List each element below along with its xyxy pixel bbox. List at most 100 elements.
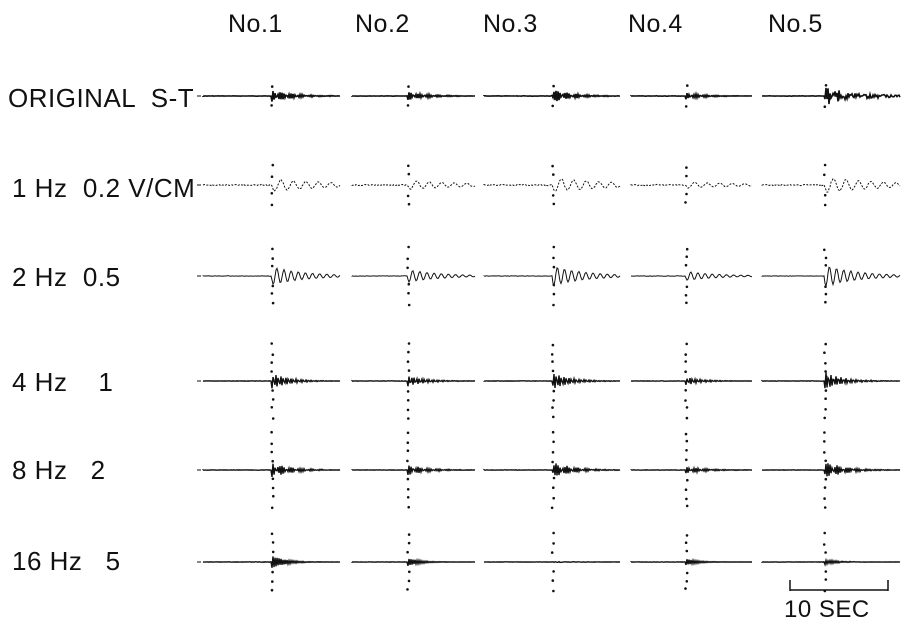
spike-dot-r4-c3: [552, 415, 555, 419]
spike-dot-r3-c1: [271, 257, 275, 260]
spike-dot-r3-c3: [552, 245, 556, 249]
spike-dot-r2-c4: [685, 166, 688, 169]
spike-dot-r4-c1: [270, 370, 273, 373]
spike-dot-r4-c5: [824, 397, 827, 401]
spike-dot-r5-c3: [551, 460, 554, 464]
spike-dot-r4-c1: [270, 406, 274, 409]
column-label-no4: No.4: [628, 10, 683, 38]
trace-r6-c1: [202, 556, 341, 568]
spike-dot-r3-c2: [407, 291, 410, 295]
spike-dot-r5-c1: [270, 506, 274, 510]
column-label-no2: No.2: [355, 10, 410, 38]
trace-r3-c5: [761, 266, 901, 288]
spike-dot-r6-c5: [823, 531, 826, 535]
spike-dot-r5-c2: [407, 505, 411, 509]
spike-dot-r6-c2: [406, 550, 409, 554]
spike-dot-r3-c5: [824, 285, 827, 289]
spike-dot-r4-c4: [684, 360, 687, 363]
trace-r2-c1: [202, 178, 341, 193]
spike-dot-r2-c1: [270, 192, 274, 195]
trace-r3-c1: [202, 267, 341, 286]
spike-dot-r4-c2: [407, 342, 411, 345]
spike-dot-r5-c4: [685, 504, 689, 508]
spike-dot-r2-c3: [552, 202, 556, 206]
spike-dot-r3-c3: [552, 265, 556, 269]
spike-dot-r3-c2: [407, 245, 410, 249]
spike-dot-r5-c1: [270, 450, 274, 454]
spike-dot-r5-c5: [823, 497, 826, 500]
trace-r4-c5: [761, 372, 901, 389]
spike-dot-r2-c1: [271, 163, 275, 167]
spike-dot-r6-c3: [552, 531, 555, 535]
row-label-original: ORIGINAL S-T: [8, 83, 195, 113]
spike-dot-r5-c2: [406, 496, 410, 499]
spike-dot-r4-c1: [271, 389, 274, 392]
spike-dot-r2-c4: [684, 201, 687, 204]
spike-dot-r4-c3: [551, 369, 555, 373]
spike-dot-r1-c2: [407, 85, 410, 88]
spike-dot-r4-c4: [684, 353, 687, 356]
spike-dot-r6-c3: [552, 570, 555, 573]
spike-dot-r3-c4: [685, 247, 689, 251]
spike-dot-r4-c2: [407, 417, 410, 420]
spike-dot-r6-c5: [824, 578, 828, 581]
spike-dot-r6-c4: [684, 587, 687, 590]
spike-dot-r1-c5: [824, 84, 828, 87]
spike-dot-r2-c5: [823, 193, 827, 197]
spike-dot-r1-c4: [686, 84, 689, 87]
spike-dot-r5-c5: [823, 506, 827, 509]
spike-dot-r3-c2: [407, 303, 411, 307]
spike-dot-r6-c4: [685, 549, 689, 553]
trace-r1-c1: [202, 91, 341, 102]
spike-dot-r3-c4: [685, 285, 689, 289]
spike-dot-r5-c3: [551, 430, 555, 434]
trace-r2-c4: [630, 181, 753, 189]
trace-r5-c3: [483, 463, 621, 476]
spike-dot-r4-c5: [824, 370, 827, 373]
spike-dot-r2-c2: [407, 172, 411, 176]
spike-dot-r3-c1: [270, 264, 274, 268]
spike-dot-r6-c1: [270, 532, 274, 536]
trace-r5-c2: [351, 465, 476, 475]
spike-dot-r3-c1: [271, 247, 274, 251]
spike-dot-r4-c4: [685, 416, 689, 420]
spike-dot-r1-c2: [406, 104, 410, 107]
spike-dot-r6-c2: [407, 541, 411, 545]
spike-dot-r1-c3: [551, 104, 554, 108]
spike-dot-r3-c2: [406, 257, 410, 261]
spike-dot-r5-c5: [824, 459, 827, 463]
trace-r4-c3: [483, 374, 621, 389]
spike-dot-r5-c2: [406, 459, 409, 463]
trace-r3-c4: [630, 271, 752, 281]
spike-dot-r5-c5: [824, 477, 828, 481]
spike-dot-r3-c3: [552, 283, 556, 287]
spike-dot-r4-c3: [550, 353, 554, 356]
spike-dot-r6-c3: [550, 551, 554, 554]
row-label-4hz: 4 Hz 1: [12, 367, 114, 397]
spike-dot-r3-c4: [685, 301, 688, 305]
spike-dot-r2-c3: [551, 194, 555, 197]
trace-r1-c5: [762, 87, 901, 105]
trace-r5-c1: [202, 463, 341, 478]
trace-r2-c5: [761, 178, 901, 193]
trace-r6-c3: [483, 560, 621, 564]
trace-r3-c3: [483, 266, 621, 287]
trace-r2-c2: [351, 180, 476, 190]
spike-dot-r5-c3: [552, 440, 555, 444]
spike-dot-r4-c2: [407, 350, 410, 354]
spike-dot-r3-c4: [685, 255, 688, 258]
spike-dot-r2-c2: [406, 194, 410, 198]
spike-dot-r5-c5: [823, 431, 826, 434]
spike-dot-r4-c5: [823, 416, 826, 420]
trace-r1-c2: [351, 90, 475, 101]
spike-dot-r5-c3: [550, 506, 554, 510]
spike-dot-r4-c3: [552, 389, 556, 393]
spike-dot-r4-c1: [271, 398, 275, 401]
column-label-no5: No.5: [768, 10, 823, 38]
spike-dot-r6-c2: [407, 533, 411, 536]
spike-dot-r4-c2: [406, 399, 410, 402]
spike-dot-r4-c4: [685, 406, 689, 409]
spike-dot-r5-c1: [271, 477, 275, 481]
spike-dot-r4-c5: [824, 342, 827, 346]
